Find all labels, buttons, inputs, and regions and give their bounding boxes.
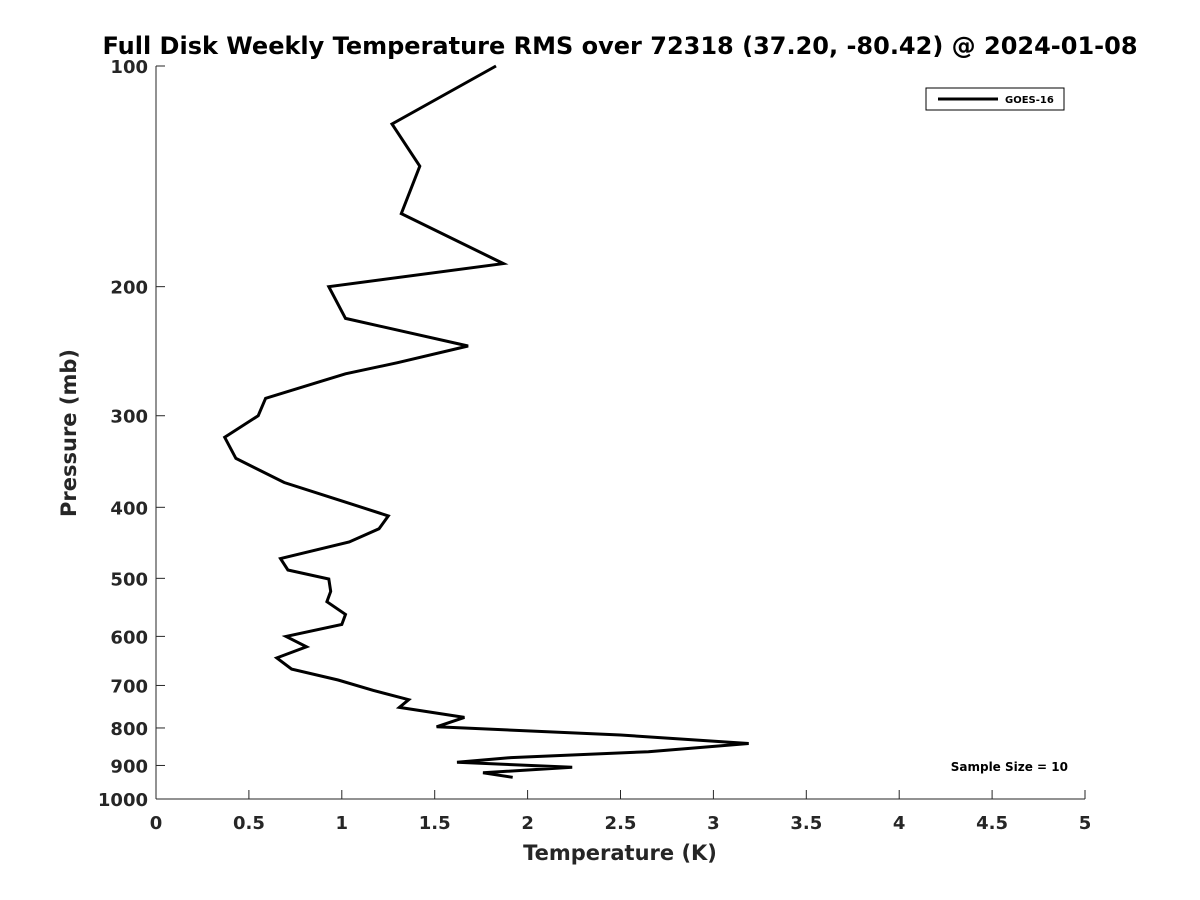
legend: GOES-16 xyxy=(925,87,1065,111)
x-tick-label: 4.5 xyxy=(976,813,1008,834)
y-tick-label: 300 xyxy=(110,407,148,428)
x-tick-label: 0 xyxy=(150,813,163,834)
chart-title: Full Disk Weekly Temperature RMS over 72… xyxy=(102,32,1137,60)
y-axis-label: Pressure (mb) xyxy=(57,349,81,517)
tick-marks: 0 0.5 1 1.5 2 2.5 3 3.5 4 4.5 5 100 200 300 400 500 600 7… xyxy=(98,57,1091,834)
x-tick-label: 2.5 xyxy=(605,813,637,834)
legend-entry-label: GOES-16 xyxy=(1005,95,1054,106)
y-tick-label: 900 xyxy=(110,756,148,777)
x-tick-label: 3 xyxy=(707,813,720,834)
y-tick-label: 500 xyxy=(110,569,148,590)
x-tick-label: 0.5 xyxy=(233,813,265,834)
data-series xyxy=(222,64,749,779)
y-tick-label: 200 xyxy=(110,278,148,299)
y-tick-label: 1000 xyxy=(98,790,148,811)
series-line-goes-16 xyxy=(222,64,749,779)
x-tick-label: 1.5 xyxy=(419,813,451,834)
y-tick-label: 800 xyxy=(110,719,148,740)
x-tick-label: 3.5 xyxy=(790,813,822,834)
x-tick-label: 4 xyxy=(893,813,906,834)
y-tick-label: 100 xyxy=(110,57,148,78)
x-axis-label: Temperature (K) xyxy=(523,841,717,865)
x-tick-label: 2 xyxy=(521,813,534,834)
x-tick-label: 1 xyxy=(336,813,349,834)
y-tick-label: 700 xyxy=(110,676,148,697)
y-tick-label: 600 xyxy=(110,627,148,648)
y-tick-label: 400 xyxy=(110,498,148,519)
sample-size-annotation: Sample Size = 10 xyxy=(951,760,1068,774)
x-tick-label: 5 xyxy=(1079,813,1092,834)
